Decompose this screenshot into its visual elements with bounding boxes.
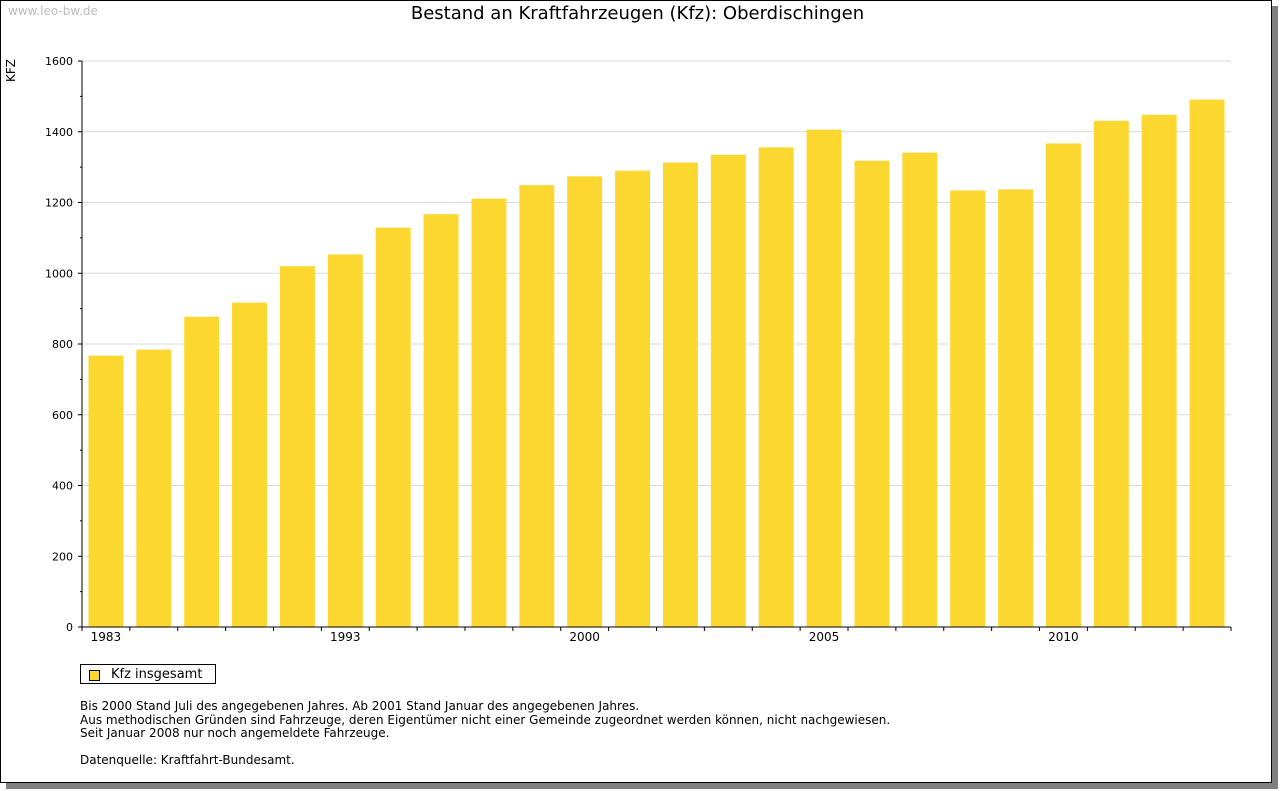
footnotes: Bis 2000 Stand Juli des angegebenen Jahr… [80,699,891,741]
x-tick-label: 2000 [569,630,600,644]
bar [1093,120,1129,627]
bar [950,190,986,627]
y-tick-label: 400 [52,480,73,493]
y-tick-label: 1200 [45,197,73,210]
bar [567,176,603,627]
y-tick-label: 200 [52,550,73,563]
x-tick-label: 2005 [809,630,840,644]
legend: Kfz insgesamt [80,664,216,684]
legend-swatch [89,670,100,681]
footnote-line: Seit Januar 2008 nur noch angemeldete Fa… [80,726,390,740]
bar [806,129,842,627]
bar [1189,99,1225,628]
y-tick-label: 800 [52,338,73,351]
chart-title: Bestand an Kraftfahrzeugen (Kfz): Oberdi… [410,3,865,24]
bar [136,349,172,627]
y-tick-label: 0 [66,621,73,634]
bar [327,254,363,627]
bar [471,198,507,627]
x-tick-label: 2010 [1048,630,1079,644]
bar [423,214,459,627]
bar [615,170,651,627]
y-tick-label: 1000 [45,267,73,280]
y-tick-label: 600 [52,409,73,422]
bar [1141,114,1177,627]
x-tick-label: 1983 [91,630,122,644]
bar [758,147,794,627]
legend-label: Kfz insgesamt [111,667,203,682]
bar [662,162,698,627]
bar [1045,143,1081,627]
x-tick-label: 1993 [330,630,361,644]
y-tick-label: 1400 [45,126,73,139]
bar [232,302,268,627]
bar [854,160,890,627]
bar [902,152,938,627]
bar [88,355,124,627]
bar [279,266,315,627]
bar [184,316,220,627]
watermark: www.leo-bw.de [8,4,98,18]
y-tick-label: 1600 [45,55,73,68]
footnote-line: Aus methodischen Gründen sind Fahrzeuge,… [80,712,891,727]
bar [519,185,555,627]
data-source: Datenquelle: Kraftfahrt-Bundesamt. [80,753,295,767]
bar [710,154,746,627]
bar [375,227,411,627]
footnote-line: Bis 2000 Stand Juli des angegebenen Jahr… [80,699,640,713]
bar [998,189,1034,627]
